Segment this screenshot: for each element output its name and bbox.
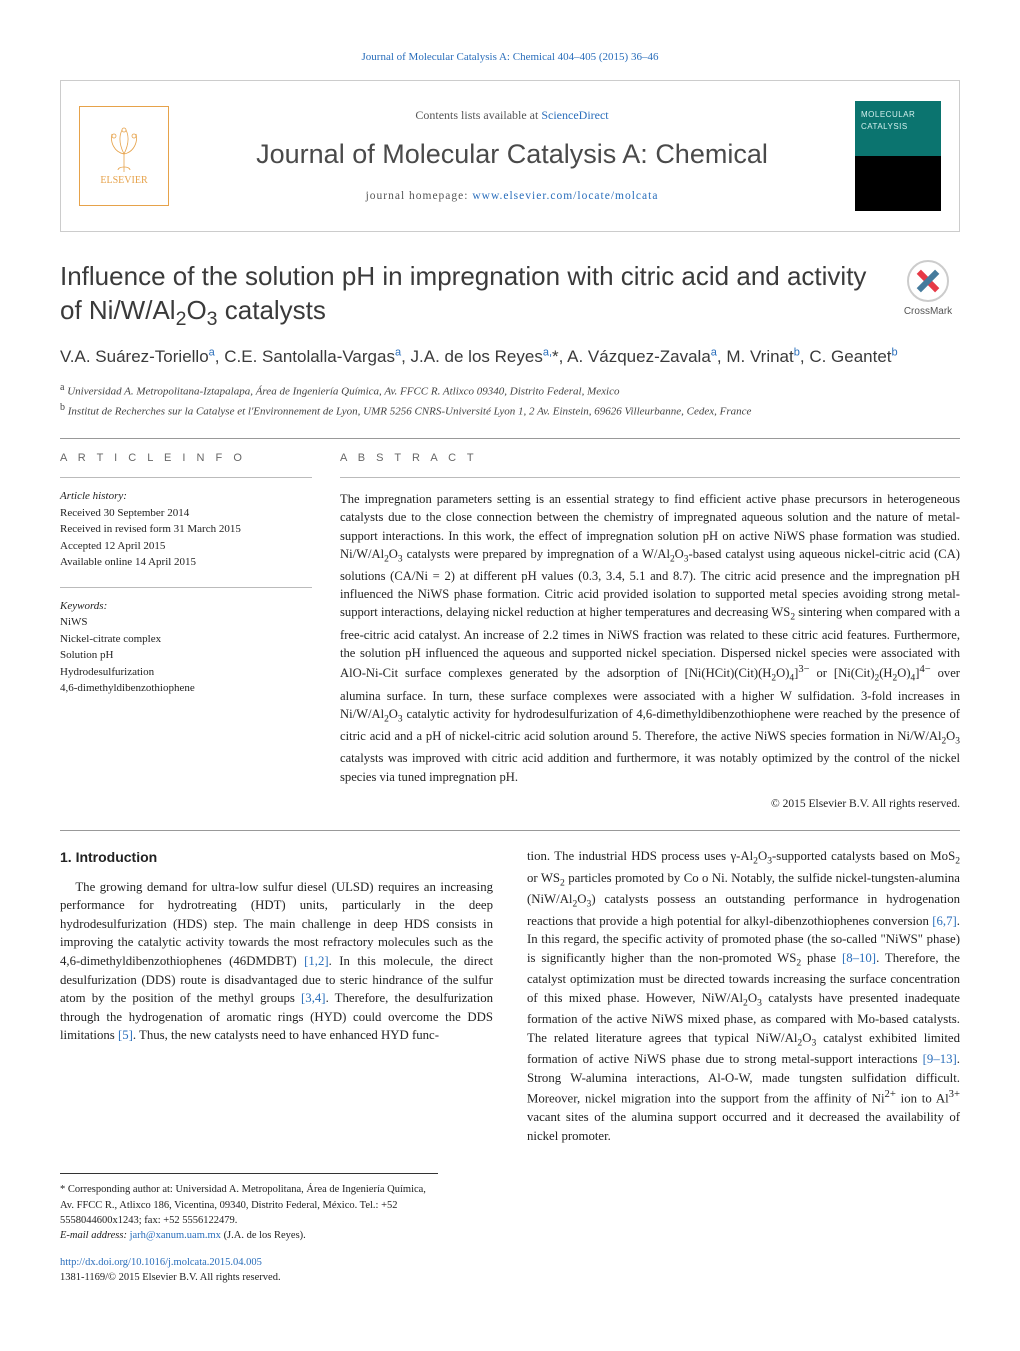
history-received: Received 30 September 2014: [60, 507, 189, 519]
cover-text: MOLECULAR CATALYSIS: [861, 109, 935, 132]
history-label: Article history:: [60, 490, 127, 502]
keyword: Hydrodesulfurization: [60, 664, 312, 681]
elsevier-logo: ELSEVIER: [79, 106, 169, 206]
crossmark-badge[interactable]: CrossMark: [896, 260, 960, 320]
homepage-prefix: journal homepage:: [366, 190, 473, 202]
author-list: V.A. Suárez-Torielloa, C.E. Santolalla-V…: [60, 344, 960, 370]
corr-author-text: * Corresponding author at: Universidad A…: [60, 1182, 438, 1228]
keywords-block: Keywords: NiWS Nickel-citrate complex So…: [60, 598, 312, 697]
journal-cover-thumbnail: MOLECULAR CATALYSIS: [855, 101, 941, 211]
journal-homepage-link[interactable]: www.elsevier.com/locate/molcata: [472, 190, 658, 202]
info-rule-2: [60, 587, 312, 588]
keyword: NiWS: [60, 614, 312, 631]
corresponding-author-footnote: * Corresponding author at: Universidad A…: [60, 1173, 438, 1243]
abstract-column: A B S T R A C T The impregnation paramet…: [340, 451, 960, 812]
intro-para-2: tion. The industrial HDS process uses γ-…: [527, 847, 960, 1145]
email-suffix: (J.A. de los Reyes).: [224, 1230, 306, 1241]
article-title: Influence of the solution pH in impregna…: [60, 260, 896, 332]
journal-homepage-line: journal homepage: www.elsevier.com/locat…: [179, 188, 845, 205]
intro-para-1: The growing demand for ultra-low sulfur …: [60, 878, 493, 1045]
rule-mid: [60, 830, 960, 831]
rule-top: [60, 438, 960, 439]
email-label: E-mail address:: [60, 1230, 127, 1241]
crossmark-label: CrossMark: [896, 305, 960, 320]
masthead: ELSEVIER Contents lists available at Sci…: [60, 80, 960, 232]
abstract-text: The impregnation parameters setting is a…: [340, 490, 960, 786]
abstract-rule: [340, 477, 960, 478]
keyword: 4,6-dimethyldibenzothiophene: [60, 680, 312, 697]
sciencedirect-link[interactable]: ScienceDirect: [541, 108, 608, 122]
doi-block: http://dx.doi.org/10.1016/j.molcata.2015…: [60, 1255, 960, 1285]
keyword: Solution pH: [60, 647, 312, 664]
article-history: Article history: Received 30 September 2…: [60, 488, 312, 571]
info-rule: [60, 477, 312, 478]
corr-author-email[interactable]: jarh@xanum.uam.mx: [130, 1230, 221, 1241]
history-online: Available online 14 April 2015: [60, 556, 196, 568]
contents-prefix: Contents lists available at: [415, 108, 541, 122]
keywords-label: Keywords:: [60, 600, 107, 612]
abstract-copyright: © 2015 Elsevier B.V. All rights reserved…: [340, 796, 960, 813]
affiliation-b: b Institut de Recherches sur la Catalyse…: [60, 400, 960, 420]
running-head: Journal of Molecular Catalysis A: Chemic…: [60, 50, 960, 66]
doi-link[interactable]: http://dx.doi.org/10.1016/j.molcata.2015…: [60, 1257, 262, 1268]
journal-title: Journal of Molecular Catalysis A: Chemic…: [179, 135, 845, 174]
history-revised: Received in revised form 31 March 2015: [60, 523, 241, 535]
keyword: Nickel-citrate complex: [60, 631, 312, 648]
issn-copyright: 1381-1169/© 2015 Elsevier B.V. All right…: [60, 1272, 281, 1283]
affiliation-a: a Universidad A. Metropolitana-Iztapalap…: [60, 380, 960, 400]
article-info-head: A R T I C L E I N F O: [60, 451, 312, 467]
article-info-column: A R T I C L E I N F O Article history: R…: [60, 451, 312, 812]
history-accepted: Accepted 12 April 2015: [60, 540, 165, 552]
abstract-head: A B S T R A C T: [340, 451, 960, 467]
running-head-link[interactable]: Journal of Molecular Catalysis A: Chemic…: [362, 51, 659, 63]
section-1-heading: 1. Introduction: [60, 847, 493, 867]
contents-available-line: Contents lists available at ScienceDirec…: [179, 107, 845, 124]
elsevier-wordmark: ELSEVIER: [100, 174, 147, 189]
affiliations: a Universidad A. Metropolitana-Iztapalap…: [60, 380, 960, 420]
elsevier-tree-icon: [104, 124, 144, 174]
body-text: 1. Introduction The growing demand for u…: [60, 847, 960, 1145]
